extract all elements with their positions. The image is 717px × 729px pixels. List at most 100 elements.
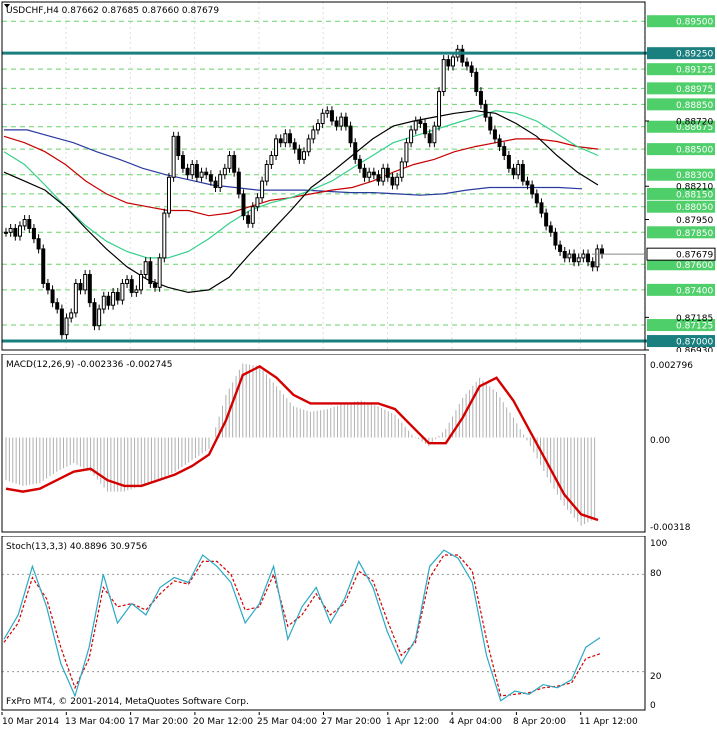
price-tag-label-p08850: 0.88500: [676, 146, 713, 156]
candle-body: [404, 142, 409, 163]
candle-body: [385, 167, 390, 178]
candle-body: [311, 129, 316, 140]
candle-body: [278, 138, 283, 144]
candle-body: [371, 171, 376, 176]
candle-body: [353, 142, 358, 160]
candle-body: [264, 163, 269, 182]
stoch-plot-area: [2, 536, 645, 710]
candle-body: [381, 167, 386, 182]
candle-body: [451, 56, 455, 67]
candle-body: [55, 302, 60, 310]
candle-body: [218, 174, 223, 189]
macd-zero-label: 0.00: [650, 436, 670, 446]
macd-signal: [5, 365, 599, 522]
macd-plot-area: [2, 354, 645, 532]
price-tag-label-p08830: 0.88300: [676, 171, 713, 181]
ma-blue-line: [4, 129, 583, 196]
price-tag-p08740: [647, 283, 715, 296]
price-tag-p08805: [647, 200, 715, 213]
price-tag-p08712: [647, 319, 715, 332]
price-tag-label-p08785: 0.87850: [676, 229, 713, 239]
stoch-level-100: 100: [650, 539, 667, 549]
ma-green-line: [3, 110, 599, 259]
macd-panel[interactable]: MACD(12,26,9) -0.002336 -0.002745 0.0027…: [0, 354, 717, 534]
candle-body: [288, 133, 293, 144]
candle-body: [339, 116, 344, 127]
stoch-title: Stoch(13,3,3) 40.8896 30.9756: [6, 542, 147, 552]
candle-body: [581, 253, 586, 259]
price-axis: 0.89500 0.89250 0.89125 0.88975 0.88850 0.886…: [592, 15, 716, 353]
candle-body: [469, 65, 474, 73]
candle-body: [478, 91, 483, 105]
price-tag-label-p08897: 0.88975: [676, 85, 713, 95]
candle-body: [367, 171, 372, 178]
candle-body: [241, 193, 246, 217]
candle-body: [534, 193, 539, 204]
candle-body: [171, 135, 176, 178]
stochastic-chart[interactable]: Stoch(13,3,3) 40.8896 30.9756 100 80 20 …: [0, 536, 717, 712]
candle-body: [134, 289, 139, 293]
price-tag-p08785: [647, 226, 715, 239]
candle-body: [492, 129, 497, 140]
candle-body: [590, 261, 595, 268]
stochastic-panel[interactable]: Stoch(13,3,3) 40.8896 30.9756 100 80 20 …: [0, 536, 717, 712]
candle-body: [83, 274, 88, 291]
price-tag-label-p08740: 0.87400: [676, 286, 713, 296]
macd-chart[interactable]: MACD(12,26,9) -0.002336 -0.002745 0.0027…: [0, 354, 717, 534]
candle-body: [348, 125, 353, 144]
price-chart-panel[interactable]: 0.89500 0.89250 0.89125 0.88975 0.88850 0.886…: [0, 0, 717, 352]
candle-body: [36, 238, 41, 250]
candle-body: [553, 231, 558, 246]
price-tag-p08830: [647, 168, 715, 181]
candle-body: [213, 180, 218, 189]
current-price-label: 0.87679: [676, 251, 713, 261]
candle-body: [157, 257, 162, 288]
stoch-plot-border: [1, 536, 646, 711]
candle-body: [488, 116, 493, 131]
macd-bottom-label: -0.00318: [650, 523, 691, 533]
stoch-main-line: [3, 549, 601, 702]
time-label-8: 8 Apr 20:00: [513, 717, 566, 727]
price-tag-label-p08712: 0.87125: [676, 322, 713, 332]
price-tag-label-p08815: 0.88150: [676, 190, 713, 200]
candle-body: [395, 176, 400, 186]
candle-body: [320, 112, 325, 125]
price-label-p08693: 0.86930: [676, 347, 713, 353]
candle-body: [460, 48, 465, 63]
price-chart[interactable]: 0.89500 0.89250 0.89125 0.88975 0.88850 0.886…: [0, 0, 717, 352]
price-tag-label-p0895: 0.89500: [676, 18, 713, 28]
time-axis: 10 Mar 2014 13 Mar 04:00 17 Mar 20:00 20…: [0, 712, 717, 729]
time-label-4: 25 Mar 04:00: [257, 717, 317, 727]
candle-body: [567, 253, 572, 259]
candle-body: [204, 171, 209, 176]
candle-body: [390, 176, 395, 186]
candle-body: [418, 120, 423, 125]
candle-body: [162, 212, 167, 259]
candle-body: [544, 212, 549, 227]
collapse-triangle-icon[interactable]: [4, 4, 10, 8]
candle-body: [4, 231, 8, 234]
horizontal-levels[interactable]: [2, 51, 650, 343]
candle-body: [199, 171, 204, 178]
macd-top-label: 0.002796: [650, 361, 693, 371]
candle-body: [87, 274, 92, 304]
candle-body: [148, 261, 153, 284]
candle-body: [586, 253, 591, 263]
candle-body: [483, 103, 488, 118]
candle-body: [334, 120, 339, 127]
candle-body: [180, 155, 185, 169]
stoch-signal-line: [3, 554, 601, 697]
price-tag-p08897: [647, 82, 715, 95]
candle-body: [474, 71, 479, 93]
candle-body: [176, 135, 181, 157]
time-label-3: 20 Mar 12:00: [193, 717, 253, 727]
candle-body: [595, 248, 600, 268]
candle-body: [129, 279, 134, 293]
candle-body: [502, 146, 507, 157]
candle-body: [539, 202, 544, 214]
candle-body: [255, 197, 260, 208]
candle-body: [13, 227, 18, 237]
price-tag-p0895: [647, 15, 715, 28]
time-label-5: 27 Mar 20:00: [321, 717, 381, 727]
candle-body: [362, 167, 367, 178]
